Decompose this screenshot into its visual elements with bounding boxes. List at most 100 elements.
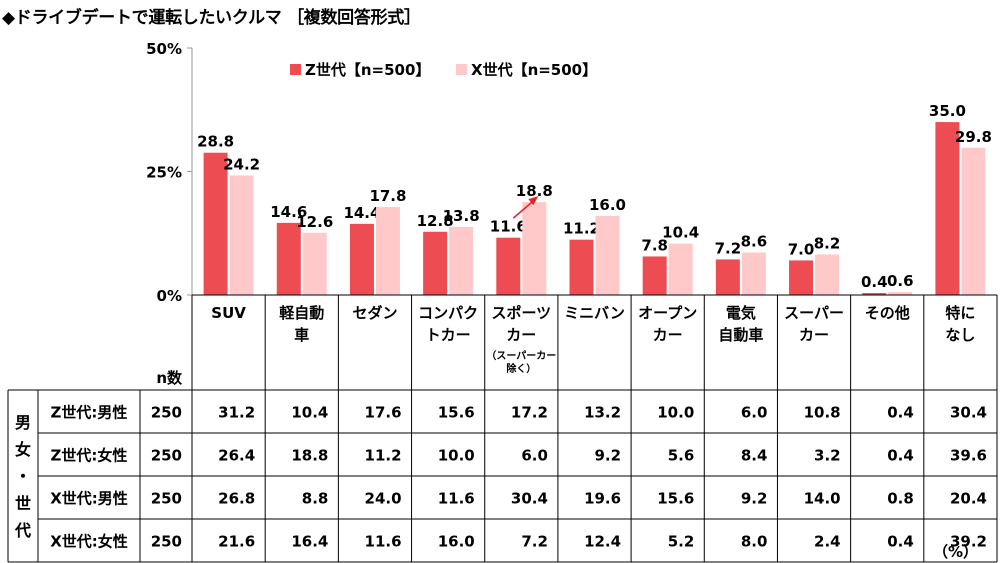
- table-cell: 0.4: [887, 533, 914, 551]
- table-cell: 39.2: [950, 533, 987, 551]
- table-cell: 18.8: [291, 447, 328, 465]
- table-cell: 17.6: [365, 404, 402, 422]
- category-label: トカー: [426, 326, 471, 344]
- table-cell: 31.2: [218, 404, 255, 422]
- bar-z: [276, 222, 301, 295]
- arrow-head: [528, 196, 539, 206]
- data-label: 10.4: [662, 224, 699, 242]
- data-label: 12.6: [296, 213, 333, 231]
- row-label: Z世代:女性: [51, 447, 128, 465]
- bar-z: [349, 223, 374, 295]
- bar-x: [375, 207, 400, 295]
- table-cell: 6.0: [741, 404, 768, 422]
- bar-z: [642, 256, 667, 295]
- bar-z: [423, 231, 448, 295]
- category-label: カー: [653, 326, 683, 344]
- table-cell: 11.2: [365, 447, 402, 465]
- bar-x: [229, 175, 254, 295]
- bar-z: [203, 152, 228, 295]
- table-cell: 2.4: [814, 533, 841, 551]
- bar-z: [862, 293, 887, 295]
- table-cell: 30.4: [511, 490, 548, 508]
- category-label: 車: [294, 326, 309, 344]
- category-label: オープン: [638, 304, 697, 322]
- table-cell: 16.4: [291, 533, 328, 551]
- table-cell: 21.6: [218, 533, 255, 551]
- bar-x: [595, 215, 620, 295]
- data-label: 11.6: [490, 218, 527, 236]
- row-group-label-char: 世: [15, 494, 31, 513]
- row-group-label-char: 女: [15, 440, 31, 459]
- row-group-label-char: 男: [15, 413, 31, 432]
- table-cell: 9.2: [595, 447, 622, 465]
- data-label: 18.8: [516, 182, 553, 200]
- data-label: 0.4: [861, 273, 888, 291]
- legend-swatch: [456, 64, 467, 75]
- table-cell: 11.6: [365, 533, 402, 551]
- category-label: その他: [865, 304, 910, 322]
- category-label: スーパー: [784, 304, 844, 322]
- data-label: 14.6: [270, 203, 307, 221]
- table-cell: 9.2: [741, 490, 768, 508]
- y-tick-label: 25%: [146, 164, 182, 182]
- table-cell: 3.2: [814, 447, 841, 465]
- arrow-line: [512, 199, 535, 219]
- data-label: 8.2: [814, 234, 841, 252]
- table-cell: 10.0: [657, 404, 694, 422]
- y-tick-label: 50%: [146, 40, 182, 58]
- data-label: 7.2: [715, 239, 742, 257]
- bar-x: [522, 202, 547, 295]
- bar-z: [789, 260, 814, 295]
- table-cell: 17.2: [511, 404, 548, 422]
- table-cell: 20.4: [950, 490, 987, 508]
- table-cell: 0.4: [887, 404, 914, 422]
- legend-label: Z世代【n=500】: [305, 61, 430, 79]
- table-cell: 8.0: [741, 533, 768, 551]
- chart-title: ◆ドライブデートで運転したいクルマ ［複数回答形式］: [2, 8, 421, 28]
- category-label: ミニバン: [564, 304, 625, 322]
- data-label: 14.4: [343, 204, 380, 222]
- y-tick-label: 0%: [157, 287, 182, 305]
- table-cell: 26.8: [218, 490, 255, 508]
- table-cell: 14.0: [804, 490, 841, 508]
- data-label: 29.8: [955, 128, 992, 146]
- table-cell: 8.8: [302, 490, 329, 508]
- data-label: 13.8: [443, 207, 480, 225]
- table-cell: 8.4: [741, 447, 768, 465]
- category-label: なし: [945, 326, 975, 344]
- table-cell: 0.4: [887, 447, 914, 465]
- bar-x: [815, 254, 840, 295]
- row-group-label-char: ・: [15, 467, 31, 486]
- table-cell: 15.6: [657, 490, 694, 508]
- table-cell: 24.0: [365, 490, 402, 508]
- legend-swatch: [290, 64, 301, 75]
- category-label: スポーツ: [491, 304, 551, 322]
- table-cell: 19.6: [584, 490, 621, 508]
- category-label: 自動車: [718, 326, 763, 344]
- data-label: 11.2: [563, 220, 600, 238]
- table-cell: 7.2: [521, 533, 548, 551]
- data-label: 35.0: [929, 102, 966, 120]
- bar-z: [935, 122, 960, 295]
- bar-z: [715, 259, 740, 295]
- category-label: セダン: [352, 304, 397, 322]
- table-cell: 12.4: [584, 533, 621, 551]
- category-label: 特に: [945, 304, 975, 322]
- n-header: n数: [156, 369, 183, 387]
- row-label: X世代:女性: [50, 533, 128, 551]
- data-label: 28.8: [197, 133, 234, 151]
- table-cell: 5.6: [668, 447, 695, 465]
- data-label: 7.0: [788, 240, 815, 258]
- table-cell: 5.2: [668, 533, 695, 551]
- bar-x: [449, 226, 474, 295]
- bar-x: [888, 292, 913, 295]
- table-cell: 26.4: [218, 447, 255, 465]
- bar-x: [668, 243, 693, 295]
- row-label: X世代:男性: [50, 490, 128, 508]
- table-cell: 0.8: [887, 490, 914, 508]
- category-note: （スーパーカー: [486, 349, 556, 362]
- category-label: SUV: [211, 304, 246, 322]
- table-cell: 30.4: [950, 404, 987, 422]
- table-cell: 16.0: [438, 533, 475, 551]
